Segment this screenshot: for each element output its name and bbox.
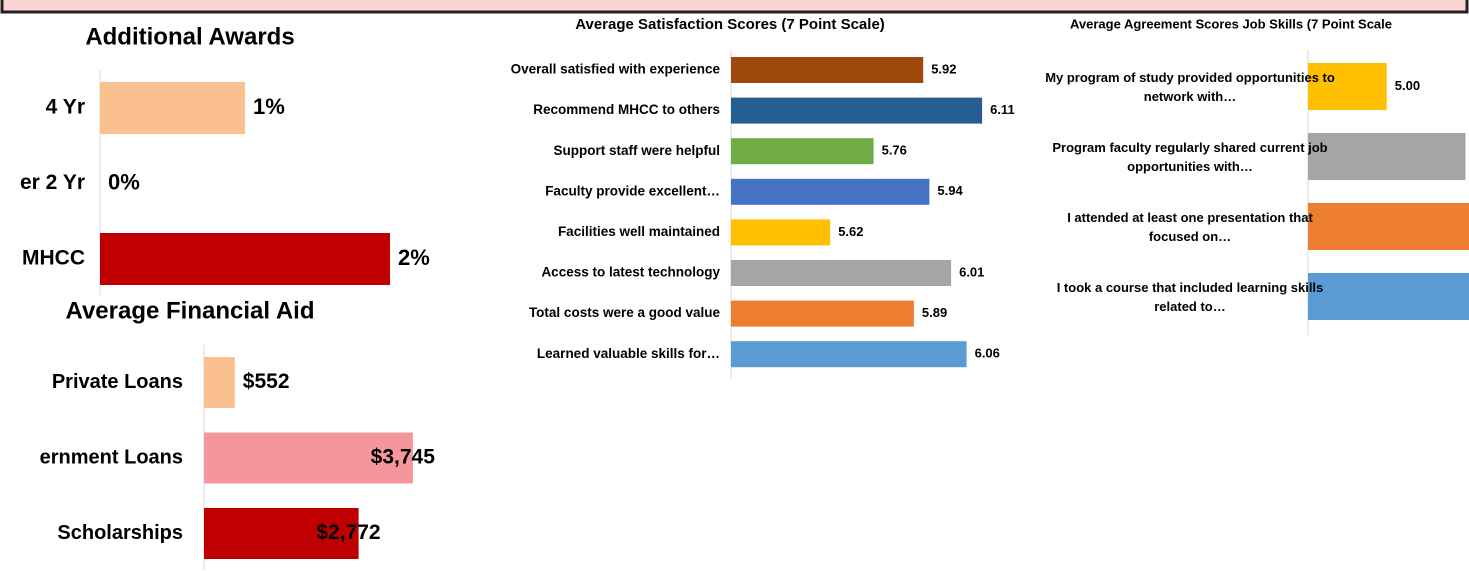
category-label: MHCC xyxy=(22,247,85,270)
category-label: Program faculty regularly shared current… xyxy=(1052,139,1328,174)
category-label: Private Loans xyxy=(52,371,183,393)
value-label: 5.00 xyxy=(1395,78,1420,93)
value-label: 5.94 xyxy=(937,183,963,198)
bar xyxy=(100,82,245,134)
value-label: 6.11 xyxy=(990,102,1015,117)
category-label: Recommend MHCC to others xyxy=(533,102,720,117)
value-label: 5.92 xyxy=(931,61,956,76)
value-label: 5.62 xyxy=(838,224,863,239)
bar xyxy=(204,432,413,484)
category-label: Facilities well maintained xyxy=(558,224,720,239)
chart-title: Average Financial Aid xyxy=(66,297,315,324)
value-label: 6.06 xyxy=(975,346,1000,361)
category-label: er 2 Yr xyxy=(20,171,85,194)
bar xyxy=(731,341,967,368)
bar xyxy=(1308,133,1466,180)
bar xyxy=(100,233,390,285)
bar xyxy=(731,57,924,83)
chart-title: Average Satisfaction Scores (7 Point Sca… xyxy=(575,16,885,33)
category-label: Overall satisfied with experience xyxy=(511,62,721,77)
category-label: Support staff were helpful xyxy=(553,143,720,158)
category-label: Scholarships xyxy=(57,522,183,544)
category-label: Faculty provide excellent… xyxy=(545,183,720,198)
category-label: ernment Loans xyxy=(40,446,183,468)
category-label: I took a course that included learning s… xyxy=(1056,279,1324,314)
bar xyxy=(731,138,874,165)
chart-title: Average Agreement Scores Job Skills (7 P… xyxy=(1070,16,1392,31)
bar xyxy=(731,97,983,124)
value-label: 0% xyxy=(108,169,140,194)
bar xyxy=(1308,203,1469,250)
value-label: $3,745 xyxy=(371,446,436,469)
bar xyxy=(1308,63,1387,110)
category-label: Learned valuable skills for… xyxy=(537,346,720,361)
bar xyxy=(1308,273,1469,320)
bar xyxy=(731,260,952,286)
banner xyxy=(0,0,1469,14)
value-label: $2,772 xyxy=(316,521,380,544)
chart-title: Additional Awards xyxy=(85,23,294,50)
bar xyxy=(731,178,930,205)
value-label: 1% xyxy=(253,94,285,119)
bar xyxy=(204,508,359,559)
value-label: 5.89 xyxy=(922,305,947,320)
bar xyxy=(731,219,831,246)
category-label: I attended at least one presentation tha… xyxy=(1067,209,1313,244)
value-label: 6.01 xyxy=(959,264,984,279)
value-label: 5.76 xyxy=(882,143,907,158)
category-label: Access to latest technology xyxy=(541,265,720,280)
bar xyxy=(731,300,914,327)
value-label: $552 xyxy=(243,370,290,393)
category-label: 4 Yr xyxy=(46,96,85,119)
category-label: Total costs were a good value xyxy=(529,305,721,320)
category-label: My program of study provided opportuniti… xyxy=(1045,69,1335,104)
value-label: 2% xyxy=(398,245,430,270)
bar xyxy=(204,357,235,408)
